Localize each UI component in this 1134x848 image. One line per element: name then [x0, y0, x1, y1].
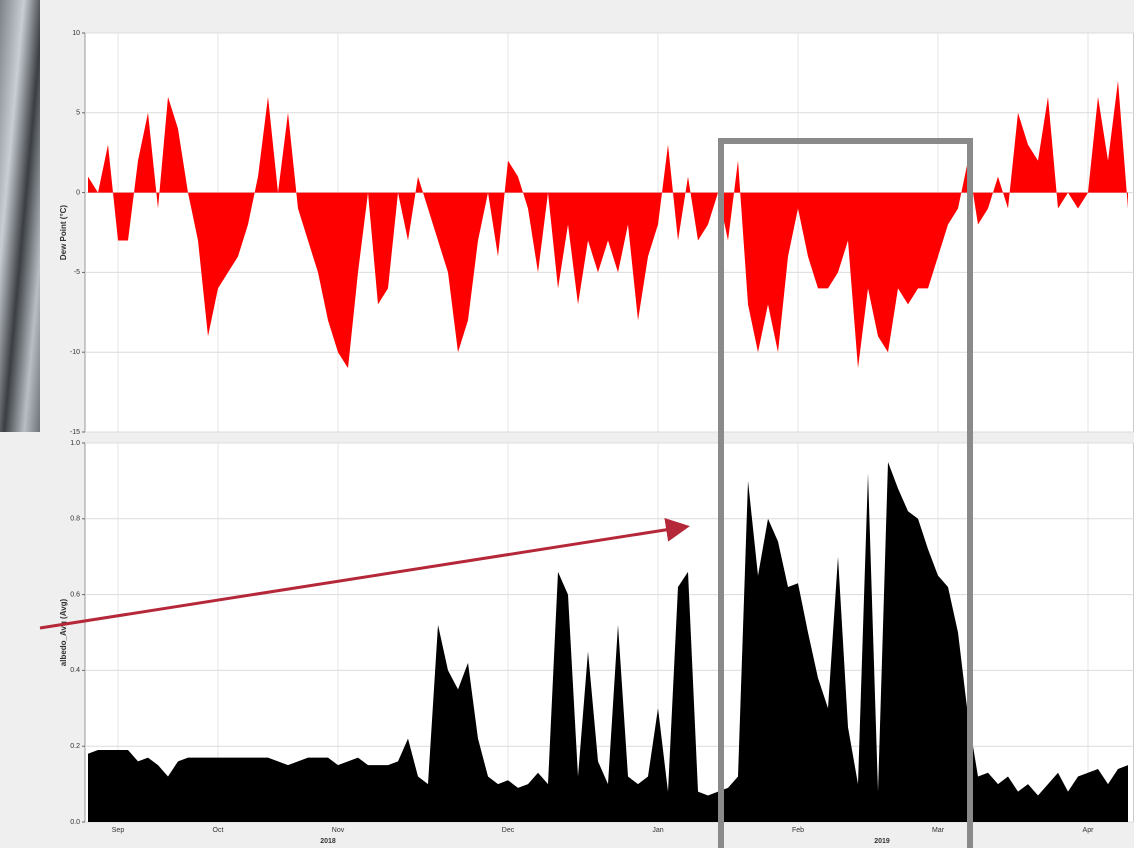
y-tick-label: -5	[74, 269, 80, 276]
y-tick-label: 0.6	[70, 591, 80, 598]
y-tick-label: 10	[72, 30, 80, 37]
x-tick-label: Jan	[652, 827, 663, 834]
highlight-box	[718, 138, 973, 848]
year-label: 2018	[320, 838, 336, 845]
x-tick-label: Oct	[213, 827, 224, 834]
y-tick-label: 5	[76, 110, 80, 117]
year-label: 2019	[874, 838, 890, 845]
y-tick-label: -15	[70, 429, 80, 436]
y-axis-title: albedo_Avg (Avg)	[59, 598, 68, 666]
y-tick-label: -10	[70, 349, 80, 356]
x-tick-label: Dec	[502, 827, 515, 834]
x-tick-label: Nov	[332, 827, 345, 834]
y-axis-title: Dew Point (°C)	[59, 205, 68, 261]
y-tick-label: 0.8	[70, 516, 80, 523]
y-tick-label: 0.2	[70, 743, 80, 750]
y-tick-label: 1.0	[70, 440, 80, 447]
x-tick-label: Mar	[932, 827, 945, 834]
photo-strip	[0, 0, 40, 432]
charts: -15 -10 -5 0 5 10 Dew Point (°C) 0.0 0.2 0.4 0.6 0.…	[59, 30, 1134, 845]
y-tick-label: 0	[76, 189, 80, 196]
area	[88, 461, 1128, 822]
y-tick-label: 0.4	[70, 667, 80, 674]
area	[88, 80, 1128, 369]
x-tick-label: Feb	[792, 827, 804, 834]
annotation-arrow	[39, 517, 690, 630]
x-tick-label: Apr	[1083, 827, 1095, 834]
y-tick-label: 0.0	[70, 819, 80, 826]
x-tick-label: Sep	[112, 827, 125, 834]
